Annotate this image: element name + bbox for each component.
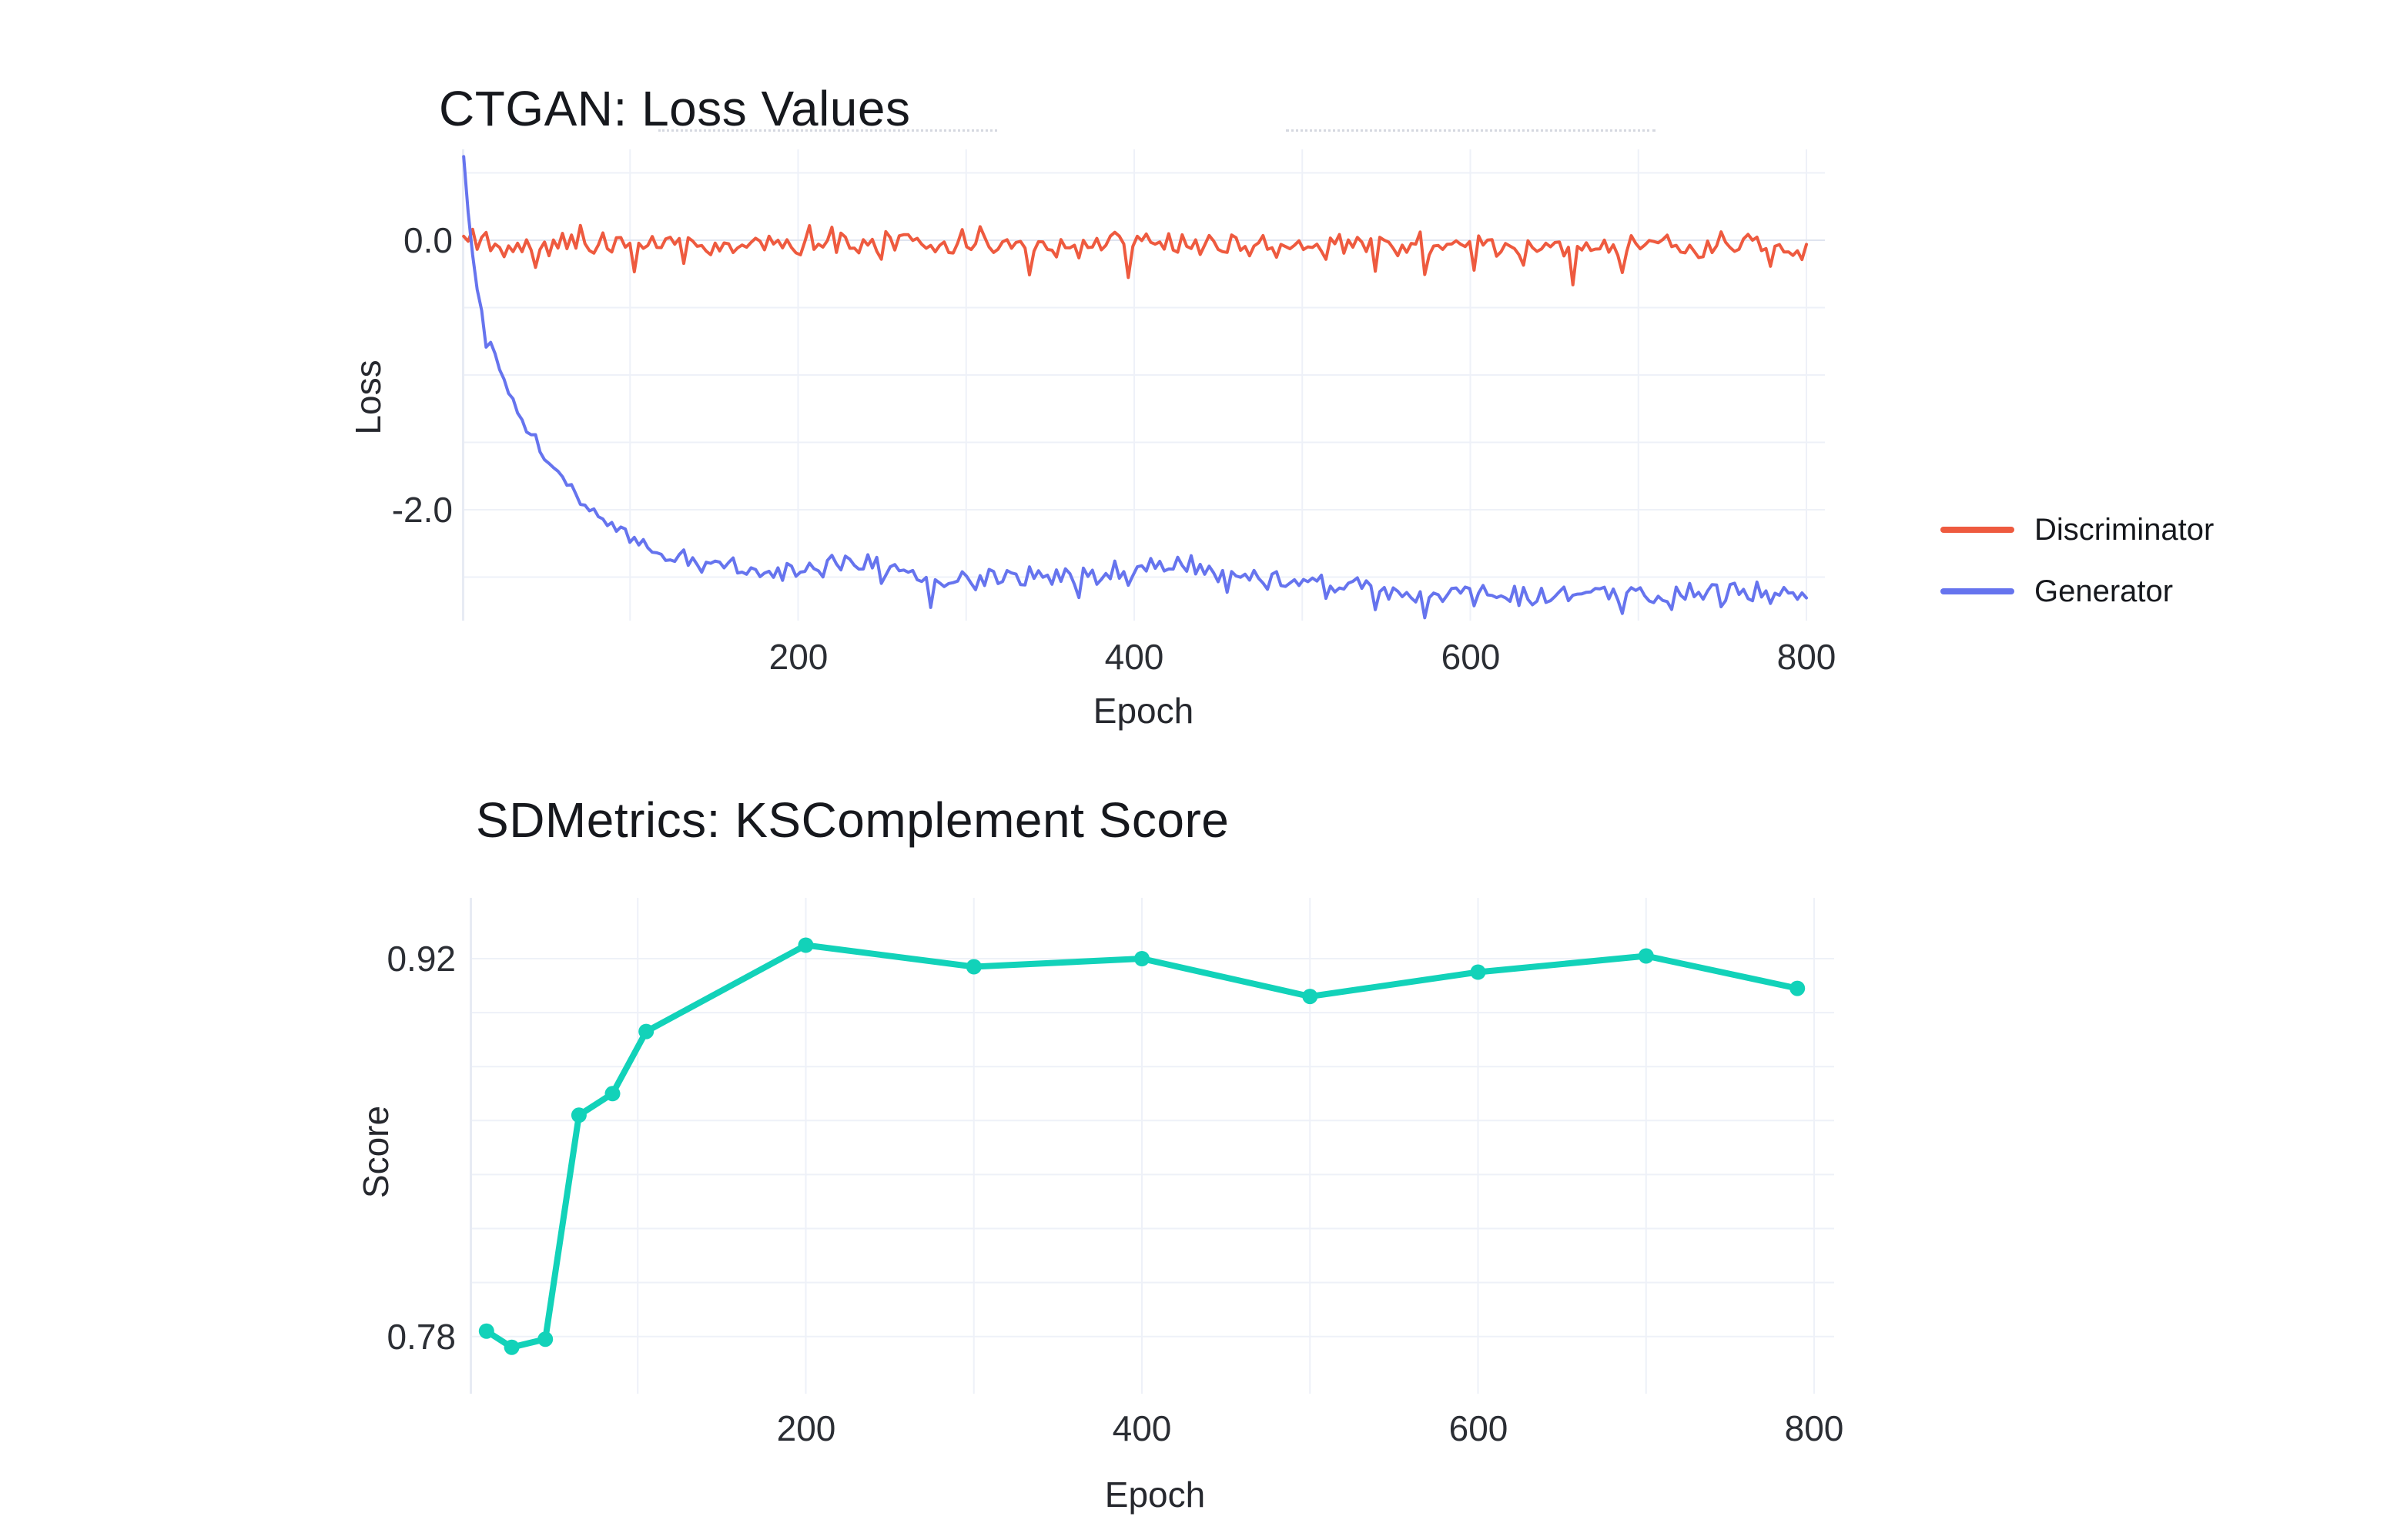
legend-item-generator[interactable]: Generator xyxy=(1940,561,2214,622)
loss-x-tick-1: 400 xyxy=(1104,637,1164,677)
discriminator-line[interactable] xyxy=(462,223,1808,286)
score-point[interactable] xyxy=(798,937,814,953)
score-x-tick-1: 400 xyxy=(1112,1408,1172,1448)
score-y-axis-label: Score xyxy=(356,1105,396,1199)
clipped-text-artifact xyxy=(658,122,997,132)
score-point[interactable] xyxy=(638,1023,654,1040)
score-point[interactable] xyxy=(1789,980,1806,996)
score-point[interactable] xyxy=(1638,948,1654,964)
score-point[interactable] xyxy=(966,959,982,975)
score-point[interactable] xyxy=(1470,964,1486,980)
legend: Discriminator Generator xyxy=(1940,499,2214,622)
loss-y-tick-1: -2.0 xyxy=(391,490,453,530)
score-point[interactable] xyxy=(1134,951,1150,966)
score-point[interactable] xyxy=(504,1339,520,1355)
score-y-tick-1: 0.78 xyxy=(387,1317,456,1357)
score-chart-title: SDMetrics: KSComplement Score xyxy=(476,792,1230,848)
legend-swatch-discriminator xyxy=(1940,527,2014,533)
score-point[interactable] xyxy=(537,1331,554,1348)
score-x-tick-0: 200 xyxy=(776,1408,836,1448)
legend-item-discriminator[interactable]: Discriminator xyxy=(1940,499,2214,561)
loss-plot-area[interactable] xyxy=(462,149,1825,621)
score-x-tick-2: 600 xyxy=(1448,1408,1508,1448)
loss-x-axis-label: Epoch xyxy=(1093,691,1194,731)
clipped-text-artifact xyxy=(1286,122,1656,132)
loss-chart-title: CTGAN: Loss Values xyxy=(439,81,911,136)
generator-line[interactable] xyxy=(462,155,1808,620)
score-point[interactable] xyxy=(478,1323,494,1339)
score-x-tick-3: 800 xyxy=(1784,1408,1844,1448)
legend-swatch-generator xyxy=(1940,588,2014,594)
legend-label-generator: Generator xyxy=(2034,574,2174,608)
score-plot-area[interactable] xyxy=(470,898,1834,1394)
score-y-tick-0: 0.92 xyxy=(387,939,456,979)
score-point[interactable] xyxy=(1302,989,1318,1005)
score-point[interactable] xyxy=(571,1107,587,1123)
loss-x-tick-0: 200 xyxy=(768,637,829,677)
legend-label-discriminator: Discriminator xyxy=(2034,512,2215,547)
score-point[interactable] xyxy=(604,1086,621,1102)
loss-y-tick-0: 0.0 xyxy=(403,220,453,260)
loss-x-tick-2: 600 xyxy=(1441,637,1501,677)
score-x-axis-label: Epoch xyxy=(1104,1475,1206,1515)
loss-x-tick-3: 800 xyxy=(1776,637,1836,677)
